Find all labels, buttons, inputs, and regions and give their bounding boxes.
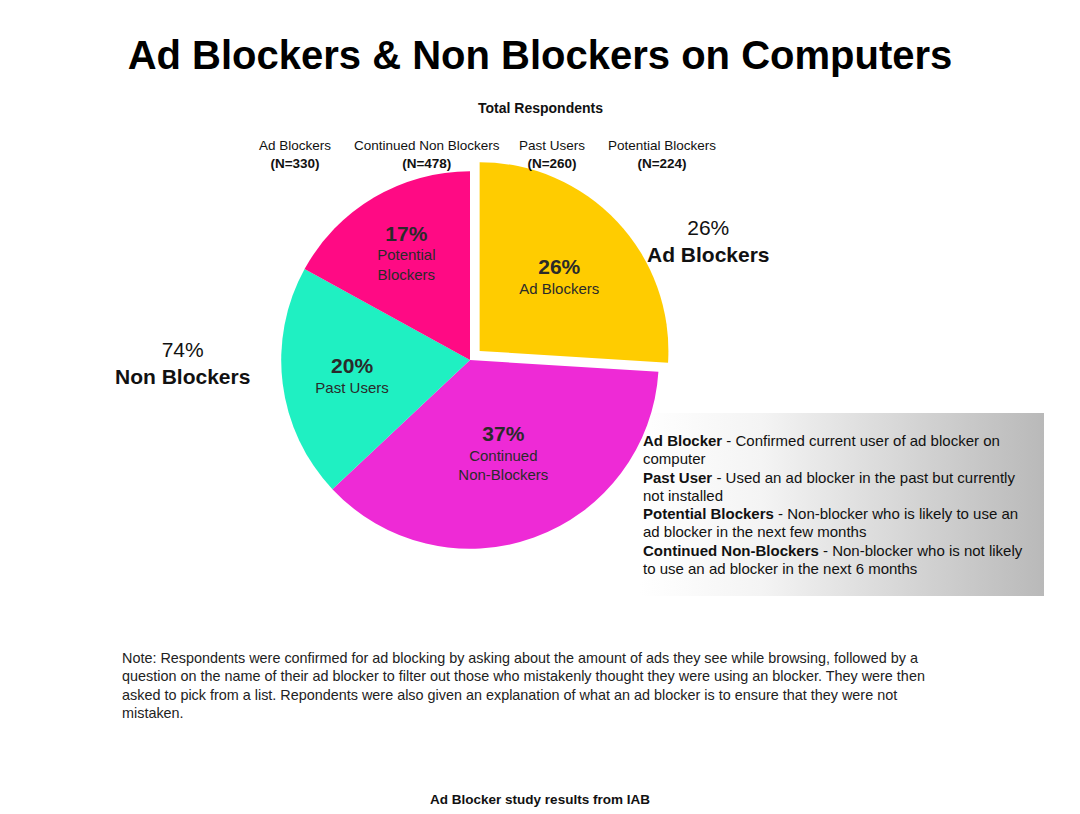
svg-text:Total Respondents: Total Respondents [478, 100, 603, 116]
svg-text:20%Past Users: 20%Past Users [315, 354, 388, 396]
svg-text:37%ContinuedNon-Blockers: 37%ContinuedNon-Blockers [458, 422, 548, 483]
html-text:Ad Blocker - Confirmed current: Ad Blocker - Confirmed current user of a… [643, 432, 1000, 468]
html-text:Ad Blocker study results from: Ad Blocker study results from IAB [430, 792, 650, 807]
html-text:Continued Non-Blockers - Non-b: Continued Non-Blockers - Non-blocker who… [643, 541, 1023, 578]
html-text:Note: Respondents were confirm: Note: Respondents were confirmed for ad … [122, 650, 925, 721]
html-text:Past User - Used an ad blocker: Past User - Used an ad blocker in the pa… [643, 468, 1015, 504]
svg-text:74%Non Blockers: 74%Non Blockers [115, 338, 250, 388]
svg-text:26%Ad Blockers: 26%Ad Blockers [519, 255, 599, 297]
svg-text:Continued Non Blockers(N=478): Continued Non Blockers(N=478) [354, 138, 500, 171]
svg-text:Potential Blockers(N=224): Potential Blockers(N=224) [608, 138, 716, 171]
svg-text:Ad Blockers & Non Blockers on: Ad Blockers & Non Blockers on Computers [128, 33, 953, 77]
svg-text:26%Ad Blockers: 26%Ad Blockers [647, 216, 770, 266]
svg-text:17%PotentialBlockers: 17%PotentialBlockers [377, 222, 435, 283]
svg-text:Ad Blockers(N=330): Ad Blockers(N=330) [259, 138, 331, 171]
svg-text:Past Users(N=260): Past Users(N=260) [519, 138, 585, 171]
html-text:Potential Blockers - Non-block: Potential Blockers - Non-blocker who is … [643, 505, 1019, 541]
